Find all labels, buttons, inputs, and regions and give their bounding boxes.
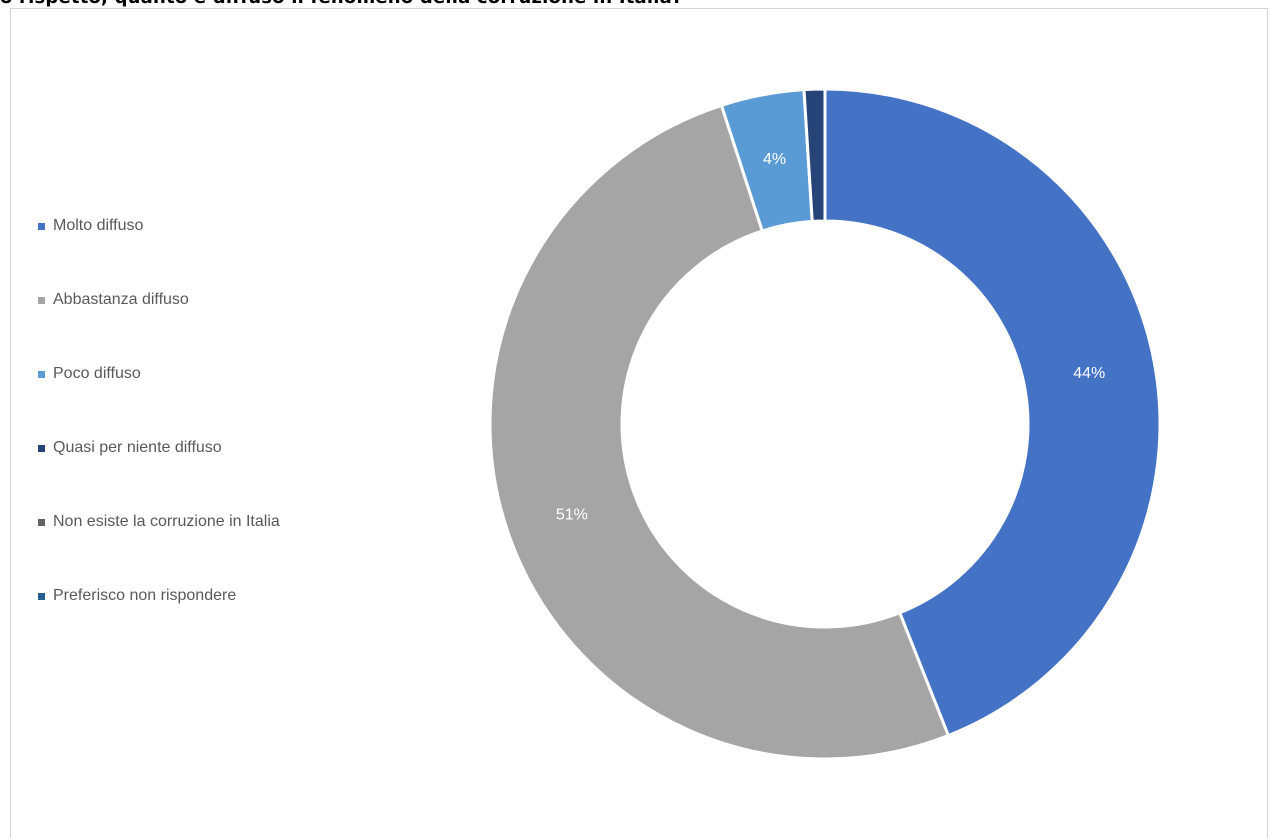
legend-swatch	[38, 223, 45, 230]
legend-item: Molto diffuso	[38, 213, 280, 287]
data-label: 51%	[556, 506, 588, 523]
data-label: 44%	[1073, 365, 1105, 382]
legend-label: Quasi per niente diffuso	[53, 439, 222, 456]
legend-item: Poco diffuso	[38, 361, 280, 435]
legend-swatch	[38, 519, 45, 526]
legend-item: Non esiste la corruzione in Italia	[38, 509, 280, 583]
donut-slice	[802, 87, 827, 223]
donut-slice	[488, 103, 951, 761]
legend-item: Abbastanza diffuso	[38, 287, 280, 361]
legend-swatch	[38, 297, 45, 304]
legend-label: Non esiste la corruzione in Italia	[53, 513, 280, 530]
donut-slice	[823, 87, 1162, 738]
chart-title-fragment: o rispetto, quanto è diffuso il fenomeno…	[0, 0, 683, 8]
legend-swatch	[38, 445, 45, 452]
legend-label: Poco diffuso	[53, 365, 141, 382]
data-label: 4%	[763, 151, 786, 168]
legend-label: Preferisco non rispondere	[53, 587, 237, 604]
legend-swatch	[38, 593, 45, 600]
legend-item: Quasi per niente diffuso	[38, 435, 280, 509]
legend-label: Molto diffuso	[53, 217, 144, 234]
legend-swatch	[38, 371, 45, 378]
legend-label: Abbastanza diffuso	[53, 291, 189, 308]
legend-item: Preferisco non rispondere	[38, 583, 280, 657]
chart-legend: Molto diffuso Abbastanza diffuso Poco diff…	[38, 213, 280, 657]
